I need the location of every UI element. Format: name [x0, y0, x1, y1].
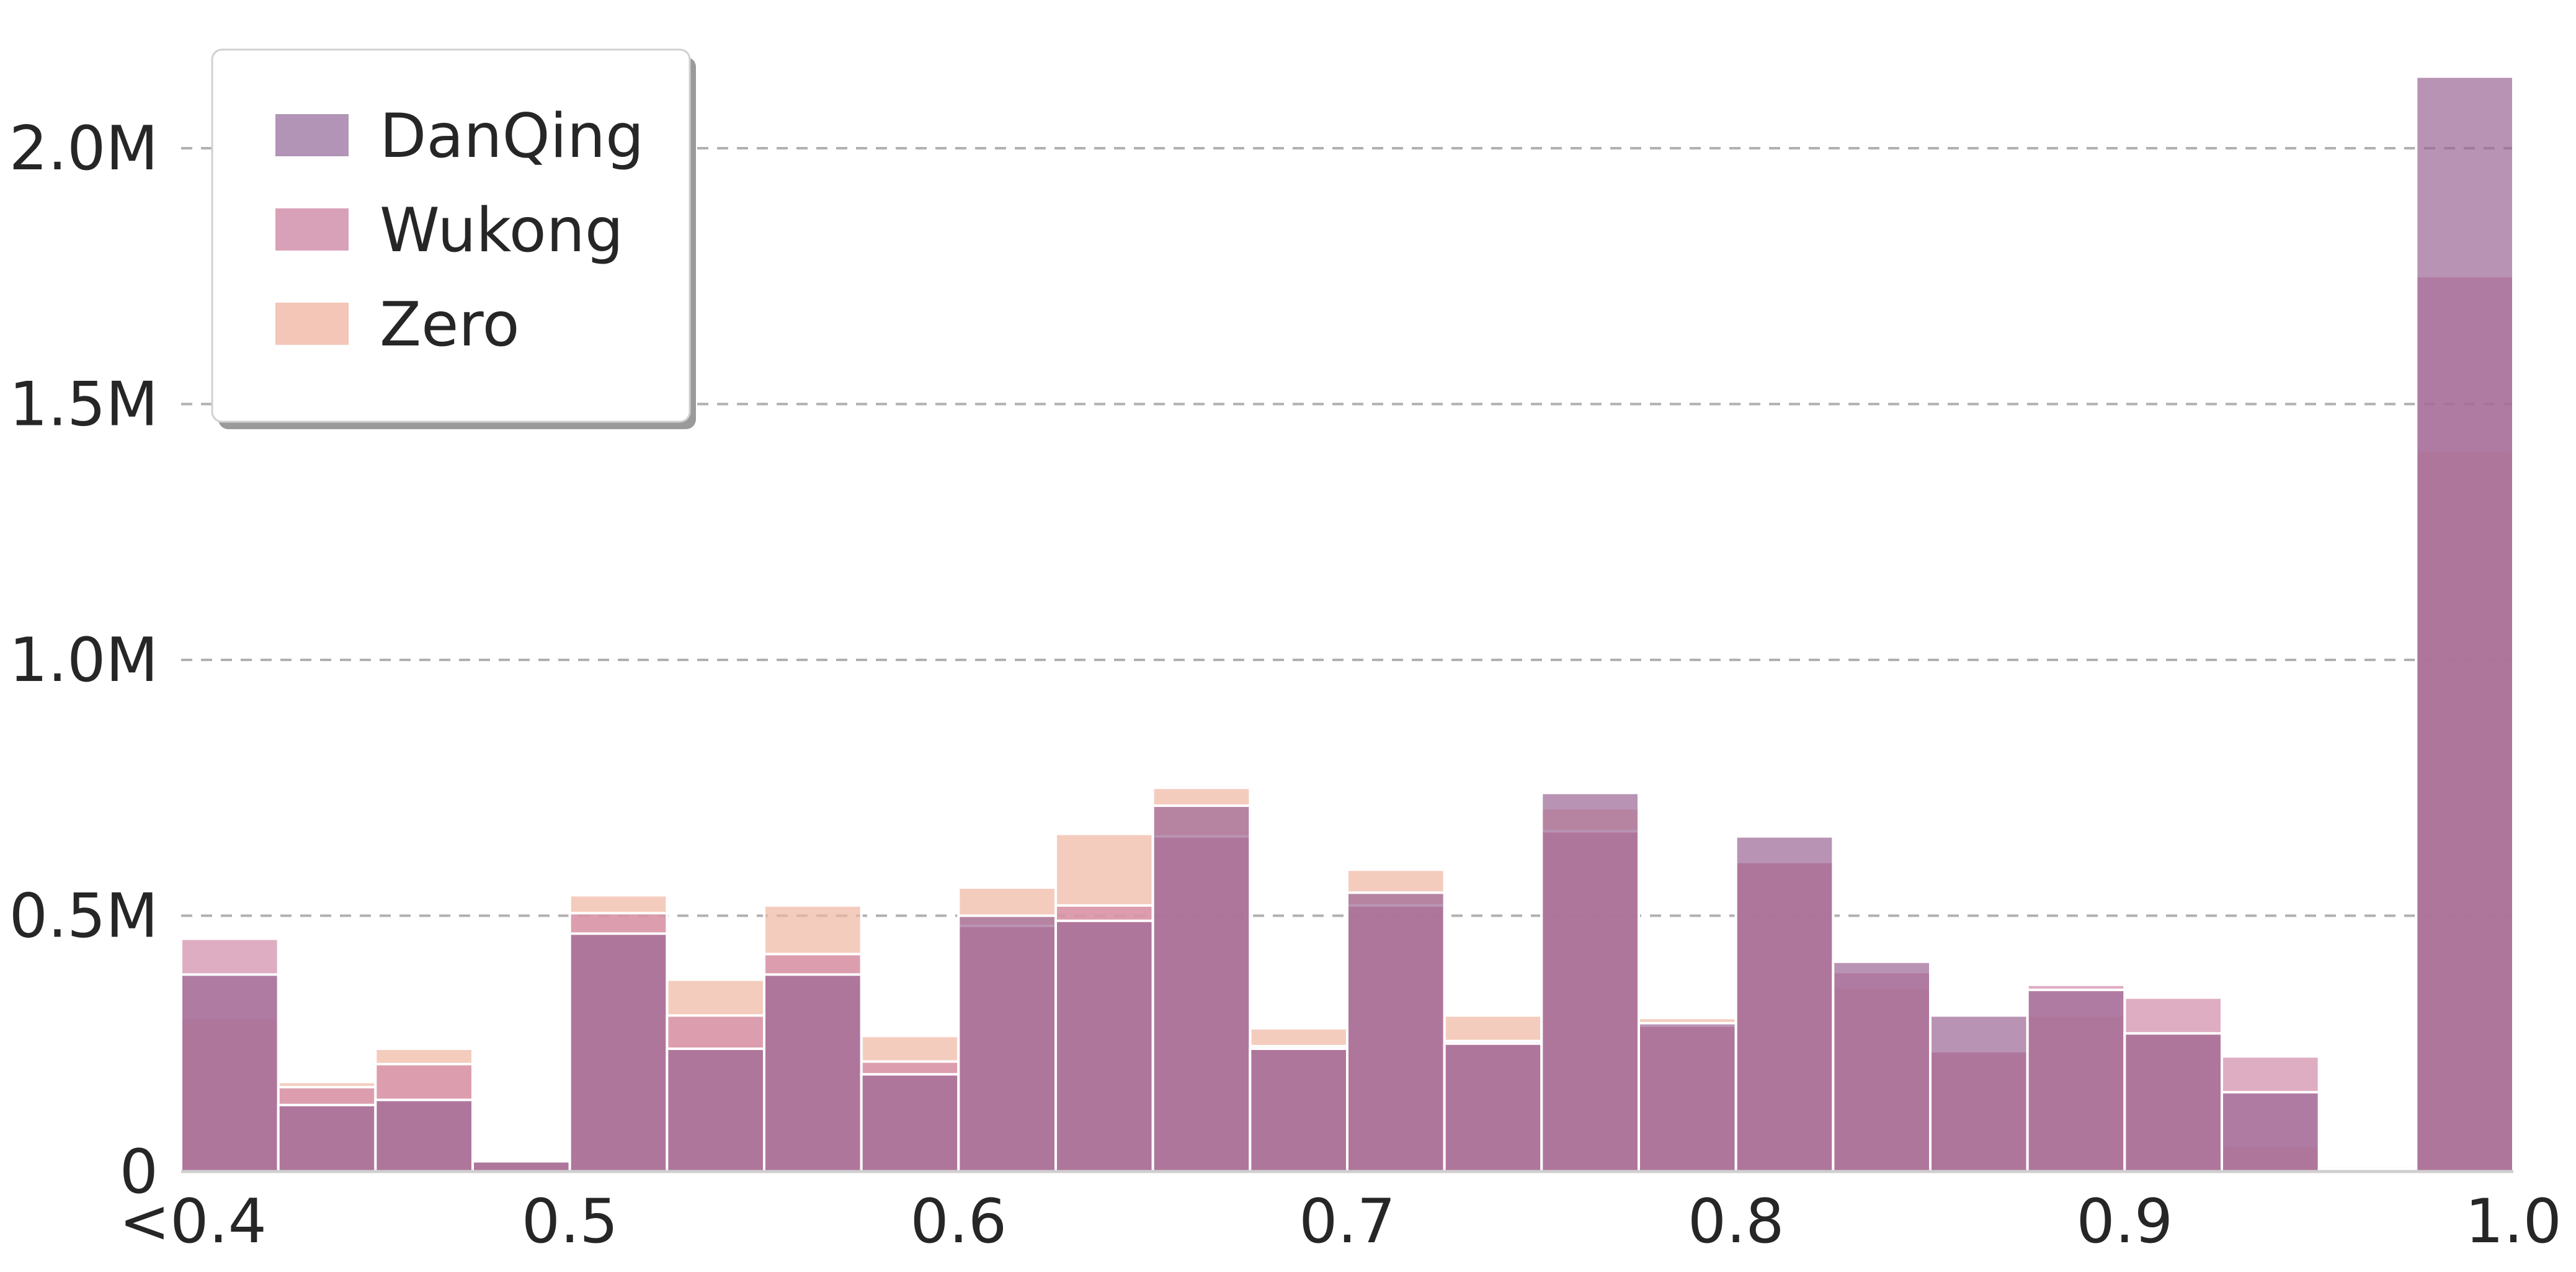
legend-swatch-wukong	[275, 208, 349, 251]
bar-danqing-15	[1638, 1021, 1737, 1173]
bar-danqing-7	[860, 1073, 960, 1173]
bar-danqing-8	[957, 914, 1058, 1173]
legend: DanQing Wukong Zero	[211, 48, 696, 429]
x-tick-label: 0.8	[1688, 1186, 1785, 1257]
bar-danqing-9	[1054, 919, 1154, 1173]
bar-danqing-1	[277, 1103, 377, 1173]
series-danqing	[180, 75, 2515, 1173]
y-tick-label: 1.0M	[9, 625, 158, 696]
y-tick-label: 0	[120, 1137, 158, 1208]
bar-danqing-5	[666, 1047, 766, 1173]
bar-danqing-10	[1151, 804, 1252, 1173]
bar-danqing-17	[1832, 960, 1932, 1173]
bar-danqing-18	[1929, 1014, 2029, 1173]
y-tick-label: 1.5M	[9, 370, 158, 440]
bar-danqing-11	[1249, 1047, 1349, 1173]
bar-danqing-0	[180, 973, 280, 1173]
x-tick-label: 0.7	[1299, 1186, 1396, 1257]
bar-danqing-4	[568, 932, 669, 1173]
bar-danqing-6	[763, 973, 863, 1173]
bar-danqing-14	[1540, 791, 1640, 1173]
bar-danqing-21	[2221, 1091, 2320, 1173]
bar-danqing-23	[2415, 75, 2515, 1173]
legend-label-zero: Zero	[380, 290, 520, 360]
bar-danqing-20	[2123, 1032, 2223, 1173]
histogram-bars	[180, 75, 2515, 1173]
x-tick-label: <0.4	[119, 1186, 267, 1257]
bar-danqing-2	[374, 1098, 474, 1173]
x-tick-label: 1.0	[2465, 1186, 2562, 1257]
legend-label-wukong: Wukong	[380, 195, 623, 266]
y-tick-label: 2.0M	[9, 113, 158, 184]
x-tick-label: 0.6	[910, 1186, 1007, 1257]
bar-danqing-16	[1734, 835, 1835, 1173]
bar-danqing-12	[1346, 891, 1446, 1173]
bar-danqing-13	[1443, 1042, 1543, 1173]
y-tick-label: 0.5M	[9, 881, 158, 952]
x-tick-label: 0.5	[522, 1186, 618, 1257]
bar-danqing-19	[2026, 989, 2126, 1173]
legend-swatch-zero	[275, 303, 349, 345]
x-tick-label: 0.9	[2076, 1186, 2173, 1257]
legend-swatch-danqing	[275, 114, 349, 156]
legend-label-danqing: DanQing	[380, 101, 644, 172]
axes: 0 0.5M 1.0M 1.5M 2.0M <0.4 0.5 0.6 0.7 0.8 0.9 1.0	[9, 113, 2562, 1257]
